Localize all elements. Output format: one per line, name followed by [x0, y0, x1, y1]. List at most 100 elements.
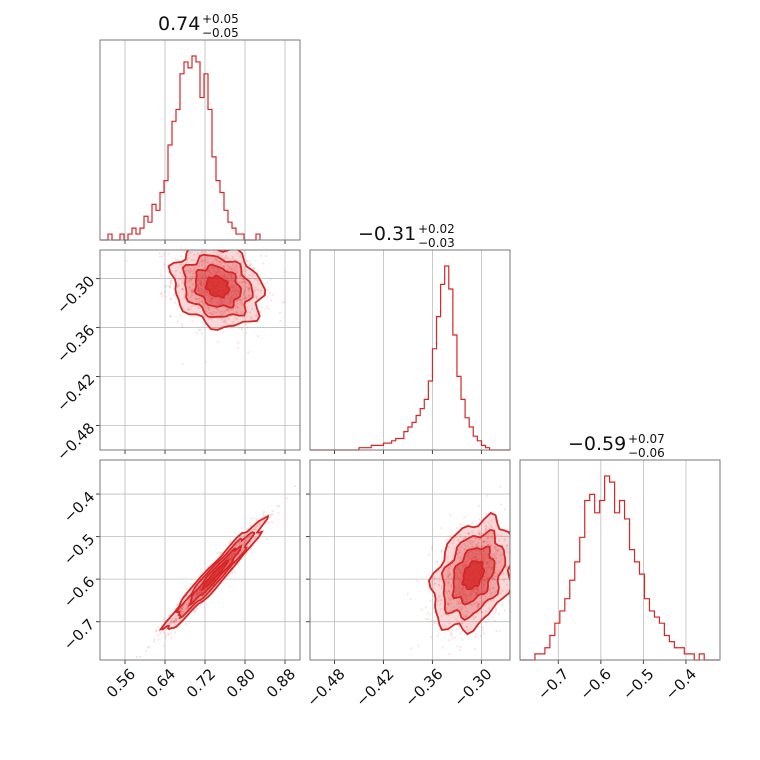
sample-point — [534, 540, 536, 542]
sample-point — [181, 275, 184, 278]
sample-point — [457, 628, 461, 631]
sample-point — [225, 558, 228, 561]
sample-point — [466, 598, 469, 601]
sample-point — [481, 582, 484, 585]
sample-point — [449, 513, 452, 516]
sample-point — [511, 570, 513, 572]
sample-point — [180, 612, 183, 615]
sample-point — [240, 310, 243, 314]
sample-point — [207, 269, 210, 273]
sample-point — [458, 648, 461, 651]
sample-point — [455, 576, 459, 579]
sample-point — [169, 244, 171, 246]
sample-point — [198, 604, 201, 607]
sample-point — [163, 629, 166, 632]
sample-point — [459, 576, 463, 579]
sample-point — [188, 286, 191, 289]
sample-point — [490, 527, 493, 530]
sample-point — [471, 546, 474, 549]
sample-point — [229, 558, 233, 561]
scatter-points — [125, 244, 287, 366]
sample-point — [489, 587, 492, 590]
sample-point — [202, 290, 206, 293]
sample-point — [209, 271, 212, 274]
sample-point — [474, 555, 477, 558]
sample-point — [225, 254, 228, 258]
sample-point — [495, 556, 498, 559]
sample-point — [228, 294, 231, 297]
sample-point — [174, 257, 177, 260]
sample-point — [209, 301, 212, 304]
sample-point — [503, 537, 507, 541]
sample-point — [485, 540, 488, 544]
sample-point — [244, 540, 248, 543]
sample-point — [180, 323, 184, 326]
sample-point — [448, 572, 452, 575]
sample-point — [448, 534, 452, 537]
sample-point — [426, 612, 429, 615]
sample-point — [202, 259, 206, 262]
hist-panel-p2 — [519, 459, 721, 664]
sample-point — [503, 609, 506, 612]
sample-point — [463, 548, 466, 551]
sample-point — [494, 546, 497, 549]
sample-point — [231, 571, 234, 574]
sample-point — [135, 656, 138, 659]
sample-point — [235, 311, 238, 314]
sample-point — [230, 267, 233, 270]
sample-point — [220, 261, 223, 264]
sample-point — [191, 246, 193, 248]
sample-point — [235, 311, 239, 314]
sample-point — [510, 526, 512, 528]
sample-point — [471, 545, 474, 548]
sample-point — [169, 281, 172, 284]
sample-point — [228, 301, 231, 304]
sample-point — [476, 545, 479, 548]
sample-point — [186, 606, 190, 610]
sample-point — [206, 256, 209, 259]
sample-point — [482, 540, 485, 543]
sample-point — [494, 578, 497, 581]
sample-point — [197, 593, 200, 596]
sample-point — [217, 270, 220, 273]
sample-point — [482, 599, 485, 602]
sample-point — [492, 578, 495, 581]
sample-point — [228, 272, 231, 275]
sample-point — [196, 607, 199, 611]
sample-point — [243, 297, 247, 300]
sample-point — [492, 586, 495, 589]
sample-point — [479, 609, 483, 612]
sample-point — [165, 295, 168, 298]
sample-point — [259, 254, 263, 257]
sample-point — [201, 274, 204, 277]
sample-point — [230, 555, 234, 558]
sample-point — [472, 615, 476, 618]
sample-point — [463, 548, 466, 551]
sample-point — [248, 287, 251, 290]
sample-point — [200, 332, 204, 335]
sample-point — [235, 544, 238, 547]
sample-point — [196, 592, 199, 595]
sample-point — [192, 272, 195, 276]
sample-point — [517, 568, 519, 570]
sample-point — [463, 615, 466, 618]
sample-point — [213, 269, 216, 273]
sample-point — [471, 530, 474, 533]
sample-point — [172, 621, 175, 624]
sample-point — [219, 302, 222, 306]
sample-point — [257, 282, 260, 285]
sample-point — [254, 526, 257, 529]
sample-point — [459, 570, 462, 573]
sample-point — [420, 608, 423, 611]
sample-point — [482, 559, 485, 562]
sample-point — [244, 322, 248, 326]
title-p0-main: 0.74 — [158, 13, 200, 35]
sample-point — [444, 579, 447, 582]
sample-point — [461, 606, 464, 609]
sample-point — [410, 647, 413, 650]
sample-point — [457, 586, 461, 589]
sample-point — [487, 536, 490, 539]
title-p0-plus: +0.05 — [202, 12, 239, 26]
contour-line-level — [440, 528, 507, 622]
sample-point — [240, 303, 243, 306]
